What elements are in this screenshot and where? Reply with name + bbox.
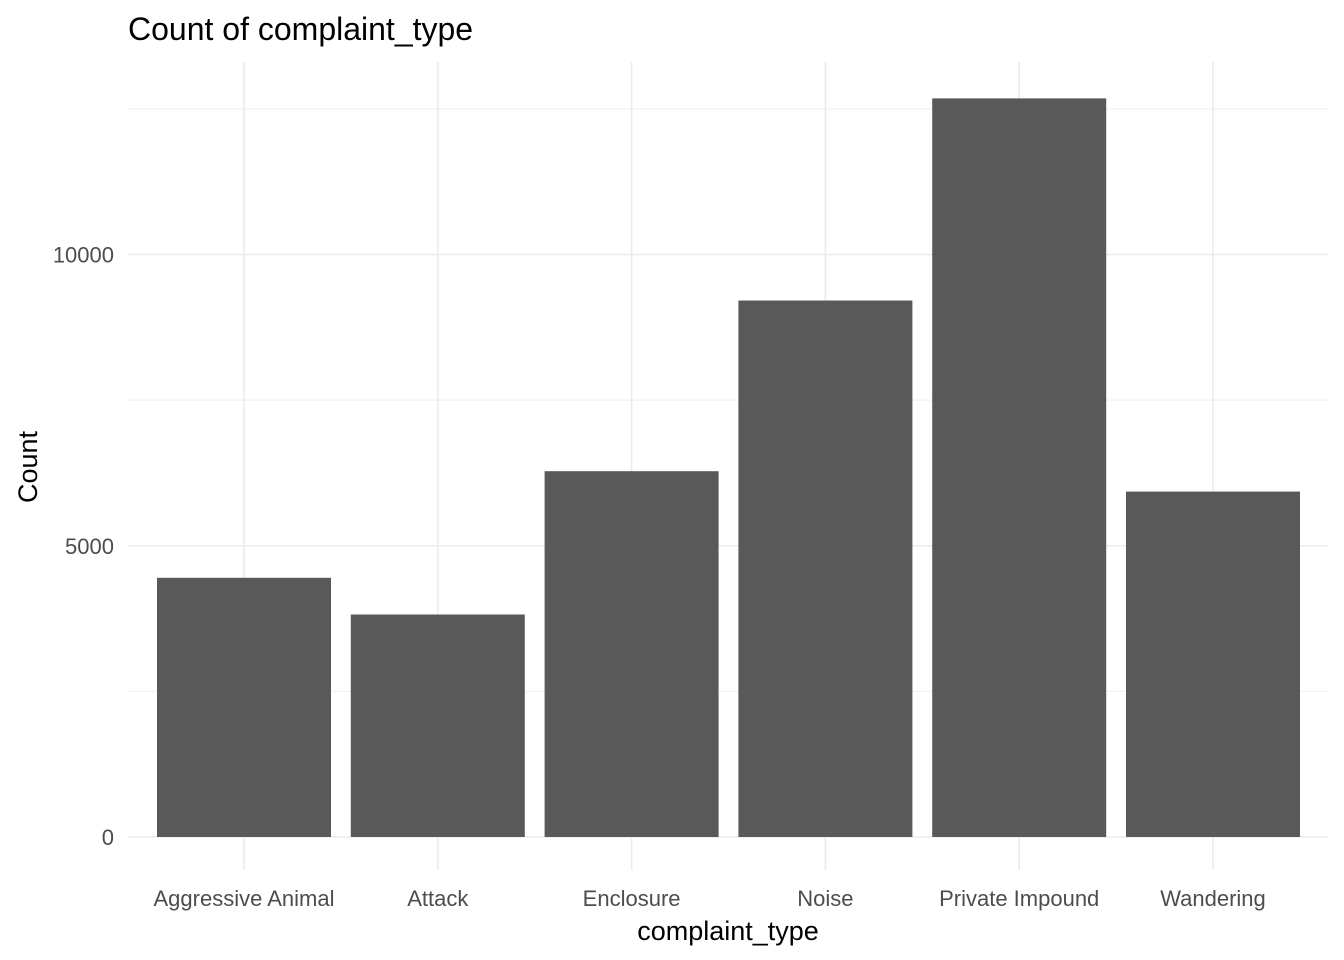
y-axis-ticks: 0 5000 10000 [53,243,114,851]
y-tick-label: 0 [102,825,114,850]
bar [1126,491,1300,837]
x-tick-label: Aggressive Animal [154,886,335,911]
bars-layer [157,98,1300,838]
bar [544,471,719,837]
x-tick-label: Private Impound [939,886,1099,911]
x-tick-label: Enclosure [583,886,681,911]
x-tick-label: Wandering [1160,886,1266,911]
y-tick-label: 10000 [53,243,114,268]
x-tick-label: Attack [407,886,469,911]
bar [350,614,525,837]
x-axis-title: complaint_type [637,916,819,946]
chart-title: Count of complaint_type [128,11,473,47]
bar [738,300,913,838]
x-tick-label: Noise [797,886,853,911]
bar [932,98,1107,837]
bar [157,577,331,837]
y-tick-label: 5000 [65,534,114,559]
y-axis-title: Count [13,430,43,503]
x-axis-ticks: Aggressive Animal Attack Enclosure Noise Pri… [154,886,1266,911]
